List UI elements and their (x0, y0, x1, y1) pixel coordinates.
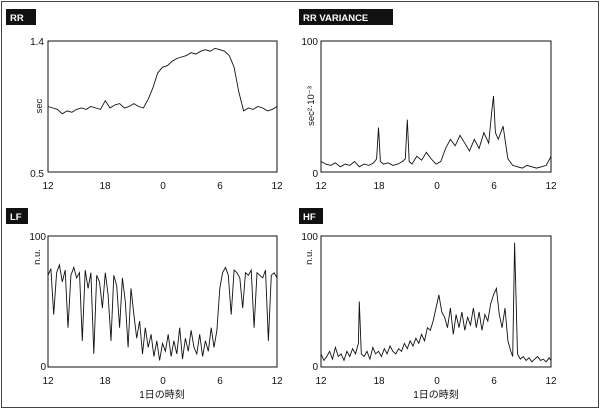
x-tick: 0 (160, 376, 166, 387)
x-tick: 6 (217, 181, 223, 192)
x-tick: 18 (99, 376, 111, 387)
x-tick: 12 (545, 181, 557, 192)
y-tick-bottom: 0 (312, 362, 318, 373)
y-axis-label: n.u. (304, 249, 315, 265)
y-tick-bottom: 0.5 (30, 169, 44, 180)
panel-lf: LF n.u. 100 0 12 18 0 6 12 1日の時刻 (6, 208, 283, 401)
x-tick: 0 (434, 181, 440, 192)
y-axis-label: sec²·10⁻³ (306, 86, 317, 126)
panel-title: RR (10, 13, 24, 24)
series-line (320, 242, 552, 363)
panel-rr-variance: RR VARIANCE sec²·10⁻³ 100 0 12 18 0 6 12 (299, 9, 557, 192)
x-tick: 18 (373, 376, 385, 387)
x-tick: 0 (434, 376, 440, 387)
x-tick: 6 (217, 376, 223, 387)
panel-title-bg (299, 9, 393, 25)
y-axis-label: sec (34, 98, 45, 113)
y-tick-bottom: 0 (40, 362, 46, 373)
x-tick: 6 (491, 376, 497, 387)
panel-title: RR VARIANCE (303, 13, 368, 24)
x-tick: 12 (271, 376, 283, 387)
y-tick-top: 1.4 (30, 37, 44, 48)
series-line (47, 47, 278, 115)
y-tick-top: 100 (301, 37, 318, 48)
panel-title: LF (10, 212, 22, 223)
panel-title-bg (6, 9, 36, 25)
x-tick: 6 (491, 181, 497, 192)
x-tick: 18 (99, 181, 111, 192)
x-tick: 12 (42, 181, 54, 192)
series-line (320, 95, 552, 169)
plot-frame (320, 40, 552, 173)
panel-hf: HF n.u. 100 0 12 18 0 6 12 1日の時刻 (299, 208, 557, 401)
x-tick: 12 (545, 376, 557, 387)
plot-frame (320, 235, 552, 368)
x-tick: 12 (42, 376, 54, 387)
panel-title-bg (299, 208, 323, 224)
panel-title-bg (6, 208, 28, 224)
x-tick: 12 (271, 181, 283, 192)
x-axis-label: 1日の時刻 (139, 388, 185, 401)
y-tick-top: 100 (301, 232, 318, 243)
y-tick-bottom: 0 (312, 169, 318, 180)
y-tick-top: 100 (29, 232, 46, 243)
x-tick: 18 (373, 181, 385, 192)
x-tick: 12 (315, 181, 327, 192)
x-tick: 12 (315, 376, 327, 387)
x-tick: 0 (160, 181, 166, 192)
x-axis-label: 1日の時刻 (413, 388, 459, 401)
panel-title: HF (303, 212, 316, 223)
panel-rr: RR sec 1.4 0.5 12 18 0 6 12 (6, 9, 283, 192)
plot-frame (47, 235, 278, 368)
series-line (47, 263, 278, 361)
y-axis-label: n.u. (32, 249, 43, 265)
